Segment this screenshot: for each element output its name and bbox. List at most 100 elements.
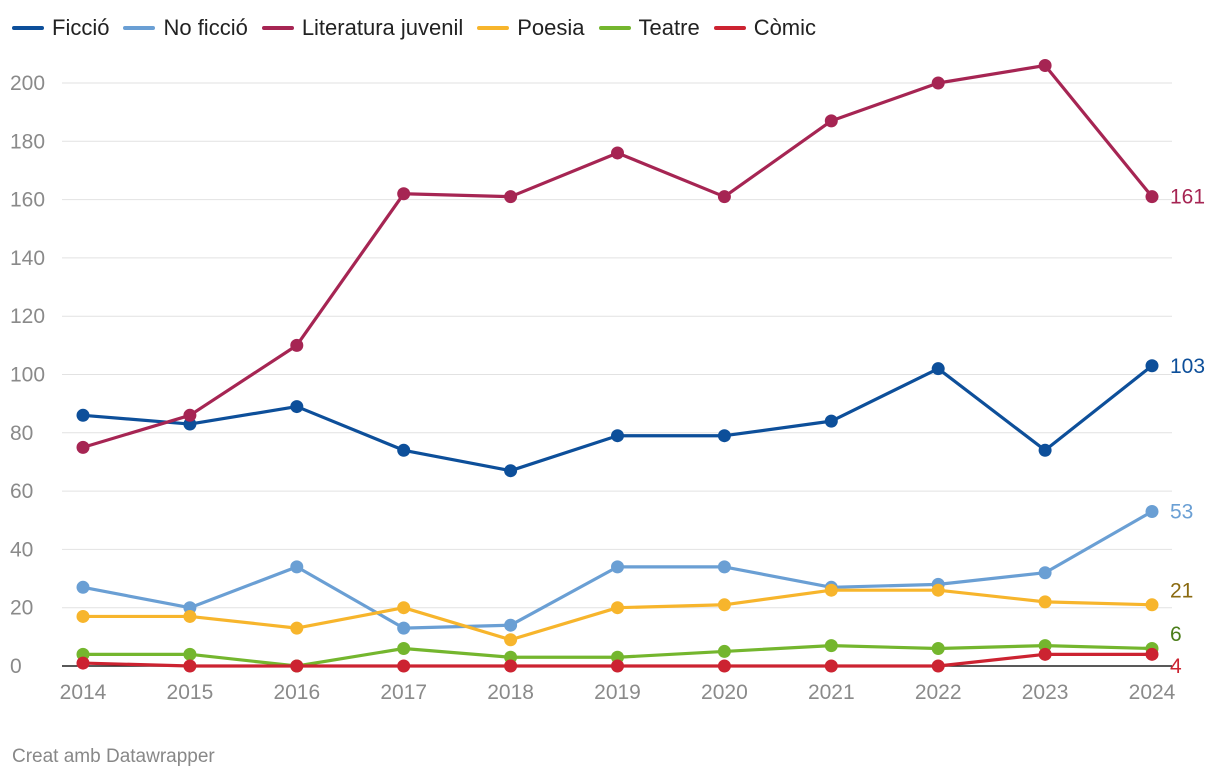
series-0 xyxy=(76,359,1159,478)
data-point[interactable] xyxy=(504,464,518,478)
legend-item[interactable]: Poesia xyxy=(477,15,585,41)
x-tick-label: 2020 xyxy=(701,681,748,704)
legend-swatch xyxy=(12,26,44,30)
legend-swatch xyxy=(261,26,294,30)
legend-swatch xyxy=(598,26,631,30)
data-point[interactable] xyxy=(717,190,731,204)
data-point[interactable] xyxy=(397,187,411,201)
legend-item[interactable]: Literatura juvenil xyxy=(261,15,464,41)
series-line xyxy=(81,63,1154,449)
end-label: 6 xyxy=(1170,623,1182,646)
x-tick-label: 2023 xyxy=(1022,681,1069,704)
data-point[interactable] xyxy=(397,659,411,673)
y-tick-label: 140 xyxy=(10,247,45,270)
end-label: 161 xyxy=(1170,186,1205,209)
data-point[interactable] xyxy=(717,644,731,658)
data-point[interactable] xyxy=(824,659,838,673)
data-point[interactable] xyxy=(76,408,90,422)
data-point[interactable] xyxy=(397,621,411,635)
data-point[interactable] xyxy=(183,408,197,422)
data-point[interactable] xyxy=(183,609,197,623)
data-point[interactable] xyxy=(183,659,197,673)
legend-label: Còmic xyxy=(753,15,817,40)
y-tick-label: 20 xyxy=(10,597,33,620)
x-tick-label: 2021 xyxy=(808,681,855,704)
data-point[interactable] xyxy=(824,114,838,128)
data-point[interactable] xyxy=(931,362,945,376)
data-point[interactable] xyxy=(290,621,304,635)
legend-label: Poesia xyxy=(517,15,585,40)
y-axis-ticks: 0 20 40 60 80 100 120 140 160 180 200 xyxy=(10,72,45,678)
y-tick-label: 200 xyxy=(10,72,45,95)
data-point[interactable] xyxy=(1145,505,1159,519)
data-point[interactable] xyxy=(290,659,304,673)
data-point[interactable] xyxy=(76,440,90,454)
data-point[interactable] xyxy=(290,560,304,574)
data-point[interactable] xyxy=(824,583,838,597)
x-tick-label: 2024 xyxy=(1129,681,1176,704)
data-point[interactable] xyxy=(183,647,197,661)
x-tick-label: 2015 xyxy=(167,681,214,704)
data-point[interactable] xyxy=(1038,443,1052,457)
x-axis-ticks: 2014 2015 2016 2017 2018 2019 2020 2021 2022 2023… xyxy=(60,681,1176,704)
data-point[interactable] xyxy=(611,601,624,615)
x-tick-label: 2018 xyxy=(487,681,534,704)
legend-label: Teatre xyxy=(638,15,700,40)
data-point[interactable] xyxy=(931,659,945,673)
data-point[interactable] xyxy=(1145,190,1159,204)
data-point[interactable] xyxy=(717,560,731,574)
x-tick-label: 2016 xyxy=(273,681,320,704)
data-point[interactable] xyxy=(931,642,945,656)
legend-item[interactable]: Còmic xyxy=(713,15,817,41)
data-point[interactable] xyxy=(611,560,624,574)
data-point[interactable] xyxy=(1038,647,1052,661)
data-point[interactable] xyxy=(1038,59,1052,73)
data-point[interactable] xyxy=(1145,359,1159,373)
series-lines xyxy=(76,59,1159,673)
series-3 xyxy=(76,583,1159,647)
data-point[interactable] xyxy=(290,400,304,414)
y-tick-label: 40 xyxy=(10,538,33,561)
x-tick-label: 2022 xyxy=(915,681,962,704)
data-point[interactable] xyxy=(397,601,411,615)
y-tick-label: 80 xyxy=(10,422,33,445)
data-point[interactable] xyxy=(397,642,411,656)
x-tick-label: 2014 xyxy=(60,681,107,704)
data-point[interactable] xyxy=(824,639,838,653)
data-point[interactable] xyxy=(76,656,90,670)
data-point[interactable] xyxy=(504,618,518,632)
series-1 xyxy=(76,505,1159,635)
data-point[interactable] xyxy=(504,190,518,204)
data-point[interactable] xyxy=(1145,598,1159,612)
data-point[interactable] xyxy=(397,443,411,457)
data-point[interactable] xyxy=(717,659,731,673)
data-point[interactable] xyxy=(717,429,731,443)
data-point[interactable] xyxy=(290,338,304,352)
data-point[interactable] xyxy=(76,580,90,594)
data-point[interactable] xyxy=(931,583,945,597)
data-point[interactable] xyxy=(76,609,90,623)
data-point[interactable] xyxy=(611,146,624,160)
y-tick-label: 160 xyxy=(10,189,45,212)
data-point[interactable] xyxy=(1145,647,1159,661)
data-point[interactable] xyxy=(717,598,731,612)
data-point[interactable] xyxy=(1038,595,1052,609)
footer-credit: Creat amb Datawrapper xyxy=(12,746,215,767)
data-point[interactable] xyxy=(824,414,838,428)
series-line xyxy=(81,588,1154,642)
legend-label: Literatura juvenil xyxy=(301,15,464,40)
legend-item[interactable]: Ficció xyxy=(12,15,109,41)
data-point[interactable] xyxy=(611,429,624,443)
data-point[interactable] xyxy=(504,659,518,673)
y-tick-label: 0 xyxy=(10,655,22,678)
end-label: 21 xyxy=(1170,579,1193,602)
legend-item[interactable]: Teatre xyxy=(598,15,700,41)
data-point[interactable] xyxy=(611,659,624,673)
data-point[interactable] xyxy=(1038,566,1052,580)
data-point[interactable] xyxy=(931,76,945,90)
series-2 xyxy=(76,59,1159,454)
data-point[interactable] xyxy=(504,633,518,647)
legend-swatch xyxy=(713,26,746,30)
legend-item[interactable]: No ficció xyxy=(123,15,248,41)
